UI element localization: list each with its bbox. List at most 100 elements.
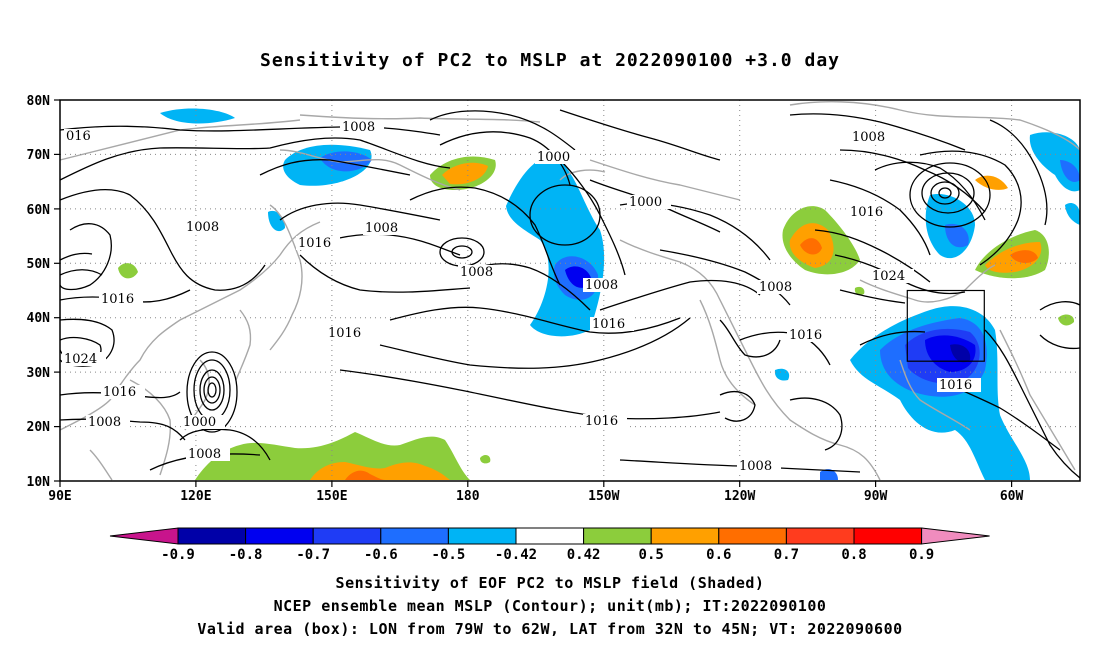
contour-label: 1016 (937, 378, 981, 393)
colorbar-label: -0.8 (229, 547, 263, 563)
colorbar-swatch (515, 527, 585, 545)
contour-label: 1008 (583, 278, 627, 293)
colorbar-label: 0.8 (841, 547, 866, 563)
contour-label: 1016 (787, 328, 831, 343)
colorbar-high-arrow (921, 527, 990, 545)
colorbar-swatch (853, 527, 923, 545)
contour-label: 1016 (590, 317, 634, 332)
svg-text:1008: 1008 (852, 130, 885, 145)
svg-text:1016: 1016 (103, 385, 136, 400)
svg-text:1016: 1016 (328, 326, 361, 341)
colorbar-label: 0.7 (774, 547, 799, 563)
contour-label: 1016 (848, 205, 892, 220)
svg-text:1000: 1000 (537, 150, 570, 165)
svg-text:1016: 1016 (298, 236, 331, 251)
lat-label: 50N (27, 257, 51, 272)
lat-label: 20N (27, 420, 51, 435)
contour-label: 1000 (181, 415, 225, 430)
lat-label: 10N (27, 475, 51, 490)
svg-text:1016: 1016 (592, 317, 625, 332)
svg-text:1008: 1008 (365, 221, 398, 236)
lat-label: 40N (27, 311, 51, 326)
lon-label: 120W (724, 489, 755, 504)
colorbar-swatch (583, 527, 652, 545)
svg-text:1008: 1008 (585, 278, 618, 293)
svg-text:1016: 1016 (939, 378, 972, 393)
svg-text:1016: 1016 (850, 205, 883, 220)
map-panel: 016 1008 1008 1008 1000 1000 1008 1016 1… (27, 94, 1081, 504)
contour-label: 1008 (86, 415, 130, 430)
contour-label: 1008 (184, 220, 228, 235)
lon-label: 60W (1000, 489, 1024, 504)
colorbar-label: 0.5 (639, 547, 664, 563)
caption-line-2: NCEP ensemble mean MSLP (Contour); unit(… (273, 597, 827, 615)
colorbar-swatch (312, 527, 382, 545)
lat-label: 70N (27, 148, 51, 163)
contour-label: 1008 (458, 265, 502, 280)
contour-layer (59, 109, 1081, 479)
map-frame (59, 99, 1081, 482)
lon-label: 90W (864, 489, 888, 504)
contour-label: 1016 (326, 326, 370, 341)
svg-text:1008: 1008 (739, 459, 772, 474)
contour-label: 1016 (99, 292, 143, 307)
map-title: Sensitivity of PC2 to MSLP at 2022090100… (259, 50, 840, 71)
colorbar-swatch (380, 527, 449, 545)
contour-label: 1008 (757, 280, 801, 295)
colorbar-swatch (447, 527, 517, 545)
lon-label: 150E (316, 489, 347, 504)
colorbar-swatch (245, 527, 314, 545)
coastline-layer (59, 101, 1081, 481)
contour-label: 1000 (627, 195, 671, 210)
contour-label: 1016 (296, 236, 340, 251)
colorbar-swatch (718, 527, 787, 545)
colorbar: -0.9 -0.8 -0.7 -0.6 -0.5 -0.42 0.42 0.5 0.6 0.7 0.… (109, 527, 990, 563)
colorbar-label: -0.6 (364, 547, 398, 563)
colorbar-label: -0.7 (296, 547, 330, 563)
svg-text:1016: 1016 (585, 414, 618, 429)
contour-label: 016 (64, 129, 100, 144)
colorbar-swatch (650, 527, 720, 545)
contour-label: 1008 (363, 221, 407, 236)
svg-text:1016: 1016 (101, 292, 134, 307)
lon-label: 180 (456, 489, 480, 504)
svg-text:1016: 1016 (789, 328, 822, 343)
svg-text:1008: 1008 (88, 415, 121, 430)
colorbar-swatch (177, 527, 247, 545)
contour-label: 1008 (850, 130, 894, 145)
lat-label: 30N (27, 366, 51, 381)
axis-ticks (54, 99, 1013, 487)
colorbar-label: -0.9 (161, 547, 195, 563)
contour-label-layer: 016 1008 1008 1008 1000 1000 1008 1016 1… (62, 120, 981, 474)
lat-label: 60N (27, 203, 51, 218)
svg-text:1008: 1008 (759, 280, 792, 295)
svg-text:1024: 1024 (872, 269, 905, 284)
contour-label: 1024 (870, 269, 914, 284)
lon-label: 150W (588, 489, 619, 504)
colorbar-label: -0.5 (432, 547, 466, 563)
svg-text:1008: 1008 (342, 120, 375, 135)
colorbar-low-arrow (109, 527, 179, 545)
colorbar-label: -0.42 (495, 547, 537, 563)
colorbar-label: 0.42 (567, 547, 601, 563)
colorbar-label: 0.9 (909, 547, 934, 563)
svg-text:1000: 1000 (629, 195, 662, 210)
contour-label: 1000 (535, 150, 579, 165)
contour-label: 1016 (583, 414, 627, 429)
svg-text:016: 016 (66, 129, 91, 144)
colorbar-label: 0.6 (706, 547, 731, 563)
lon-axis: 90E 120E 150E 180 150W 120W 90W 60W (48, 489, 1023, 504)
colorbar-swatch (785, 527, 855, 545)
lon-label: 120E (180, 489, 211, 504)
contour-label: 1008 (186, 447, 230, 462)
contour-label: 1016 (101, 385, 145, 400)
svg-text:1008: 1008 (186, 220, 219, 235)
contour-label: 1024 (62, 352, 106, 367)
lat-axis: 80N 70N 60N 50N 40N 30N 20N 10N (27, 94, 51, 490)
contour-label: 1008 (340, 120, 384, 135)
valid-area-box (906, 289, 985, 362)
contour-label: 1008 (737, 459, 781, 474)
svg-text:1008: 1008 (460, 265, 493, 280)
caption-line-3: Valid area (box): LON from 79W to 62W, L… (197, 620, 903, 638)
